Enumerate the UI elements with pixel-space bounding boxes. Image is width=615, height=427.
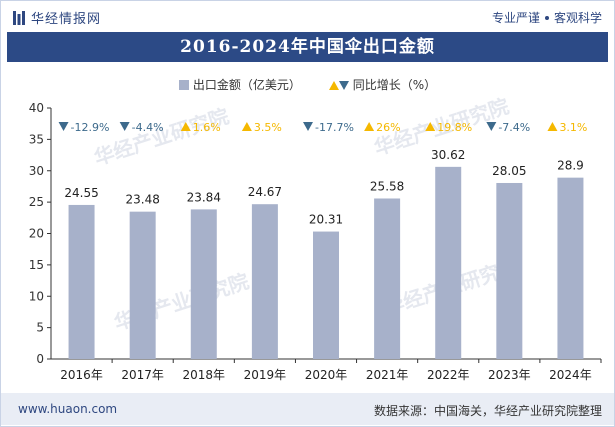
x-tick-label: 2022年 <box>427 368 470 382</box>
x-tick-label: 2023年 <box>488 368 531 382</box>
growth-up-marker <box>547 122 558 131</box>
y-tick-label: 25 <box>29 195 44 209</box>
top-bar: 华经情报网 专业严谨 客观科学 <box>1 1 614 31</box>
footer-source: 数据来源：中国海关，华经产业研究院整理 <box>373 404 602 418</box>
growth-label: 1.6% <box>193 121 221 134</box>
bar-value-label: 23.84 <box>187 190 221 204</box>
x-tick-label: 2021年 <box>366 368 409 382</box>
x-tick-label: 2019年 <box>244 368 287 382</box>
growth-label: 19.8% <box>437 121 472 134</box>
y-tick-label: 0 <box>36 352 44 366</box>
growth-label: -12.9% <box>71 121 110 134</box>
growth-down-marker <box>119 122 130 131</box>
growth-up-marker <box>364 122 375 131</box>
growth-down-marker <box>58 122 69 131</box>
x-tick-label: 2016年 <box>60 368 103 382</box>
bar-value-label: 28.05 <box>492 164 526 178</box>
tagline-left: 专业严谨 <box>491 11 540 25</box>
legend-triangles-icon <box>328 80 349 90</box>
growth-label: 26% <box>376 121 400 134</box>
growth-label: -17.7% <box>315 121 354 134</box>
legend-label-line: 同比增长（%） <box>352 78 437 92</box>
bar <box>374 198 401 359</box>
chart-title: 2016-2024年中国伞出口金额 <box>7 32 608 62</box>
bar-value-label: 30.62 <box>431 148 465 162</box>
bar <box>68 204 95 359</box>
legend-label-bar: 出口金额（亿美元） <box>192 78 301 92</box>
y-tick-label: 10 <box>29 289 44 303</box>
growth-label: -7.4% <box>498 121 530 134</box>
y-tick-label: 40 <box>29 101 44 115</box>
logo-icon <box>13 10 25 25</box>
y-tick-label: 15 <box>29 258 44 272</box>
legend-item-bar: 出口金额（亿美元） <box>178 76 301 93</box>
legend: 出口金额（亿美元） 同比增长（%） <box>1 76 614 93</box>
bar-value-label: 25.58 <box>370 179 404 193</box>
growth-up-marker <box>180 122 191 131</box>
footer-site: www.huaon.com <box>18 402 118 416</box>
growth-label: 3.1% <box>559 121 587 134</box>
y-tick-label: 35 <box>29 132 44 146</box>
bar <box>557 177 584 359</box>
growth-up-marker <box>425 122 436 131</box>
y-tick-label: 5 <box>36 321 44 335</box>
y-tick-label: 20 <box>29 227 44 241</box>
growth-down-marker <box>303 122 313 131</box>
brand: 华经情报网 <box>13 8 101 27</box>
chart-plot: 0 5 10 15 20 25 30 35 40 24.55 2016年 -12.9% 23.48 201… <box>29 101 602 382</box>
x-tick-label: 2018年 <box>183 368 226 382</box>
growth-up-marker <box>241 122 252 131</box>
footer: www.huaon.com 数据来源：中国海关，华经产业研究院整理 <box>1 393 614 425</box>
x-tick-label: 2024年 <box>549 368 592 382</box>
legend-swatch <box>178 79 189 90</box>
bar-value-label: 23.48 <box>125 193 159 207</box>
x-tick-label: 2020年 <box>305 368 348 382</box>
growth-label: 3.5% <box>254 121 282 134</box>
bar <box>496 182 523 359</box>
bar <box>251 204 278 359</box>
tagline-right: 客观科学 <box>553 11 602 25</box>
bar <box>435 166 462 359</box>
tagline: 专业严谨 客观科学 <box>492 9 602 26</box>
x-tick-label: 2017年 <box>121 368 164 382</box>
bar-value-label: 28.9 <box>557 159 584 173</box>
bar-value-label: 20.31 <box>309 213 343 227</box>
legend-item-line: 同比增长（%） <box>328 76 437 93</box>
growth-label: -4.4% <box>132 121 164 134</box>
bar <box>190 209 217 359</box>
bar <box>313 231 339 359</box>
bar-value-label: 24.55 <box>64 186 98 200</box>
dot-separator <box>544 15 549 20</box>
y-tick-label: 30 <box>29 164 44 178</box>
brand-name: 华经情报网 <box>31 12 102 27</box>
growth-down-marker <box>486 122 497 131</box>
bar <box>129 211 156 359</box>
bar-value-label: 24.67 <box>248 185 282 199</box>
